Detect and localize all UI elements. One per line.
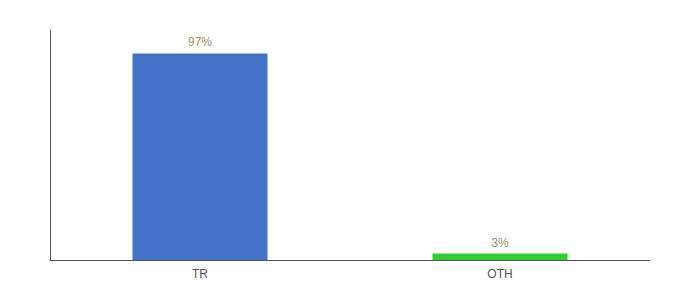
svg-text:TR: TR: [192, 267, 208, 281]
svg-text:OTH: OTH: [487, 267, 512, 281]
svg-text:3%: 3%: [491, 236, 509, 250]
svg-text:97%: 97%: [188, 35, 212, 49]
